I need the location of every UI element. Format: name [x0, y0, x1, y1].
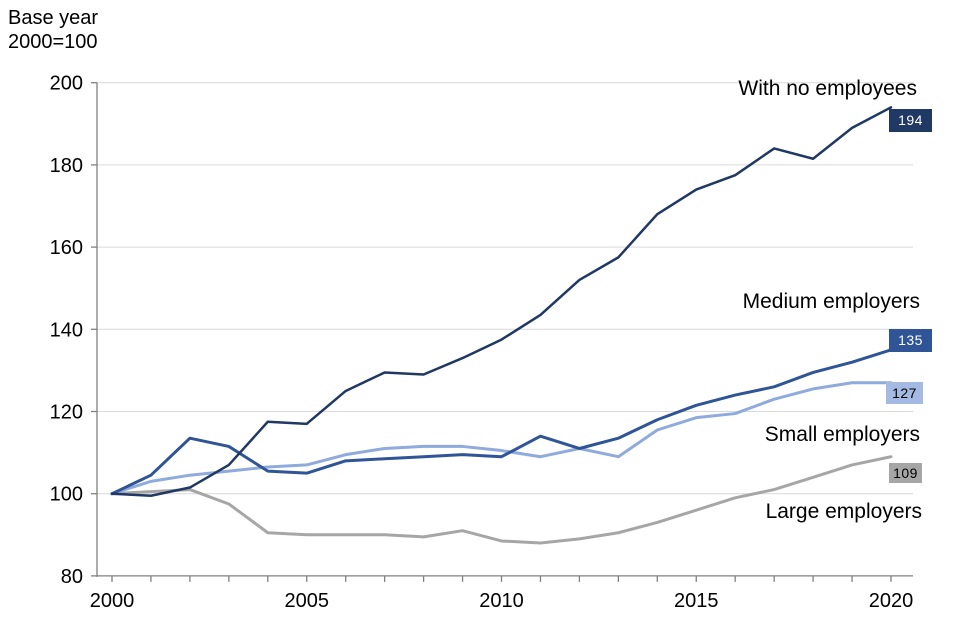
x-tick-label: 2005 — [285, 590, 330, 612]
end-value-badge-small-employers: 127 — [886, 382, 923, 404]
x-tick-label: 2020 — [869, 590, 914, 612]
y-tick-label: 140 — [50, 319, 83, 341]
y-tick-label: 80 — [61, 566, 83, 588]
series-line-medium-employers — [110, 348, 893, 496]
base-year-note-line2: 2000=100 — [8, 31, 98, 53]
y-tick-label: 160 — [50, 237, 83, 259]
y-tick-label: 100 — [50, 484, 83, 506]
series-label-large-employers: Large employers — [765, 500, 922, 523]
series-label-medium-employers: Medium employers — [742, 290, 920, 313]
x-tick-label: 2000 — [90, 590, 135, 612]
series-line-large-employers — [110, 455, 893, 545]
y-tick-label: 120 — [50, 402, 83, 424]
x-tick-label: 2010 — [479, 590, 524, 612]
end-value-badge-with-no-employees: 194 — [889, 109, 932, 132]
end-value-badge-medium-employers: 135 — [889, 329, 932, 352]
series-line-with-no-employees — [110, 106, 893, 498]
series-line-small-employers — [110, 381, 893, 496]
base-year-note: Base year 2000=100 — [8, 6, 98, 54]
y-tick-label: 200 — [50, 73, 83, 95]
series-label-with-no-employees: With no employees — [738, 77, 917, 100]
end-value-badge-large-employers: 109 — [889, 463, 922, 483]
base-year-note-line1: Base year — [8, 7, 99, 29]
series-label-small-employers: Small employers — [764, 423, 920, 446]
x-tick-label: 2015 — [674, 590, 719, 612]
y-tick-label: 180 — [50, 155, 83, 177]
